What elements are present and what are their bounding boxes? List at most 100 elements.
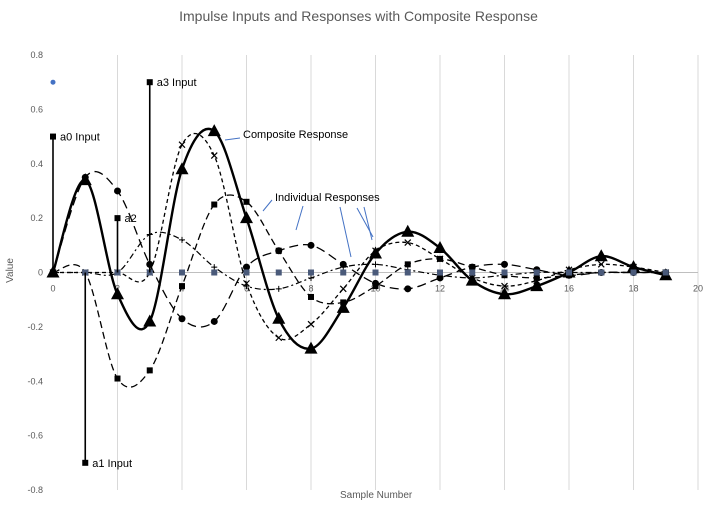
zero-marker	[308, 269, 314, 276]
response-marker-square	[275, 247, 282, 254]
response-marker-plus	[275, 285, 282, 292]
response-marker-square	[469, 264, 476, 271]
impulse-label: a3 Input	[157, 77, 197, 89]
zero-marker	[179, 269, 185, 276]
response-marker-circle	[178, 315, 186, 323]
impulse-label: a2	[125, 213, 137, 225]
response-marker-x	[243, 279, 250, 287]
annotation-composite: Composite Response	[243, 129, 348, 141]
x-tick-label: 18	[628, 284, 638, 294]
y-tick-label: 0.4	[30, 159, 43, 169]
response-marker-x	[404, 239, 412, 247]
annotation-arrow	[224, 137, 241, 141]
composite-marker	[272, 311, 286, 324]
composite-marker	[207, 124, 221, 137]
series-line-composite	[51, 127, 667, 350]
response-marker-square	[372, 283, 379, 290]
annotation-arrow	[295, 205, 304, 231]
response-marker-x	[178, 141, 186, 149]
composite-marker	[433, 241, 447, 254]
zero-marker	[501, 269, 508, 276]
composite-marker	[627, 260, 640, 273]
zero-marker	[662, 269, 669, 276]
composite-marker	[336, 300, 350, 313]
y-tick-label: 0	[38, 268, 43, 278]
response-marker-square	[308, 293, 314, 300]
zero-marker	[372, 269, 379, 276]
composite-marker	[530, 279, 544, 292]
zero-marker	[630, 269, 637, 276]
zero-marker	[340, 269, 347, 276]
response-marker-x	[501, 282, 508, 290]
annotation-arrow	[339, 206, 352, 258]
response-marker-square	[404, 261, 411, 268]
response-marker-plus	[308, 274, 314, 281]
response-marker-plus	[179, 236, 185, 243]
composite-marker	[401, 224, 415, 237]
impulse-marker	[114, 215, 121, 222]
zero-marker	[404, 269, 411, 276]
zero-marker	[437, 269, 443, 276]
zero-marker	[211, 269, 218, 276]
impulse-label: a1 Input	[92, 458, 132, 470]
response-marker-square	[243, 198, 250, 205]
annotation-arrow	[262, 199, 273, 212]
composite-marker	[594, 249, 608, 262]
response-marker-x	[436, 255, 444, 263]
impulse-marker	[50, 133, 56, 140]
response-marker-x	[597, 260, 605, 268]
impulse-marker	[82, 459, 89, 466]
x-tick-label: 12	[435, 284, 445, 294]
composite-marker	[369, 246, 382, 259]
response-marker-circle	[307, 241, 315, 249]
y-tick-label: 0.8	[30, 50, 43, 60]
response-marker-circle	[114, 187, 121, 195]
zero-marker	[598, 269, 605, 276]
composite-marker	[111, 287, 124, 300]
composite-marker	[465, 273, 479, 286]
zero-marker	[533, 269, 540, 276]
annotation-individual: Individual Responses	[275, 192, 380, 204]
response-marker-plus	[340, 264, 347, 271]
composite-marker	[78, 173, 92, 186]
chart-title: Impulse Inputs and Responses with Compos…	[179, 8, 538, 24]
zero-marker	[275, 269, 282, 276]
response-marker-plus	[211, 264, 218, 271]
response-marker-square	[146, 367, 153, 374]
response-marker-circle	[501, 260, 508, 268]
response-marker-x	[307, 320, 315, 328]
impulse-label: a0 Input	[60, 132, 100, 144]
response-marker-square	[114, 375, 121, 382]
x-tick-label: 20	[693, 284, 703, 294]
x-tick-label: 8	[308, 284, 313, 294]
y-tick-label: -0.2	[27, 322, 43, 332]
y-tick-label: 0.2	[30, 213, 43, 223]
x-tick-label: 0	[50, 284, 55, 294]
composite-marker	[175, 162, 189, 175]
response-marker-square	[179, 283, 185, 290]
response-marker-square	[533, 274, 540, 281]
response-marker-circle	[210, 317, 218, 325]
response-marker-plus	[372, 261, 379, 268]
x-axis-label: Sample Number	[340, 490, 413, 501]
zero-marker	[566, 269, 572, 276]
series-line-dashdot-plus	[52, 231, 666, 291]
y-tick-label: 0.6	[30, 104, 43, 114]
response-marker-circle	[404, 285, 412, 293]
y-tick-label: -0.4	[27, 376, 43, 386]
series-line-short-dash-x	[52, 132, 666, 341]
response-marker-x	[210, 152, 218, 160]
composite-marker	[143, 314, 157, 327]
response-marker-x	[339, 285, 347, 293]
annotation-arrow	[356, 207, 374, 238]
stray-point	[50, 79, 56, 85]
zero-marker	[243, 269, 250, 276]
y-axis-label: Value	[4, 258, 16, 283]
composite-marker	[240, 211, 253, 224]
response-marker-circle	[243, 263, 250, 271]
response-marker-square	[211, 201, 218, 208]
annotation-arrow	[363, 206, 373, 241]
y-tick-label: -0.8	[27, 485, 43, 495]
